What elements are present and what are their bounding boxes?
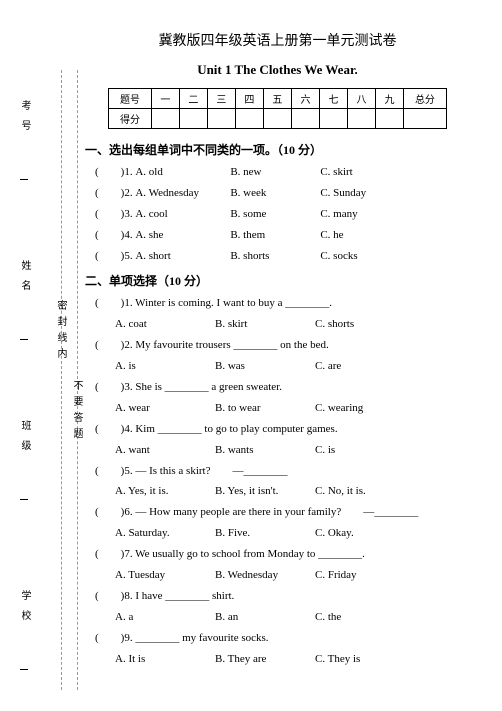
question-stem: ( )9. ________ my favourite socks. [85,628,470,649]
question-stem: ( )4. Kim ________ to go to play compute… [85,419,470,440]
question-options: A. wearB. to wearC. wearing [85,398,470,419]
question-options: A. coatB. skirtC. shorts [85,314,470,335]
label-school: 学校 [17,590,32,670]
question-options: A. Yes, it is.B. Yes, it isn't.C. No, it… [85,481,470,502]
title-english: Unit 1 The Clothes We Wear. [85,62,470,78]
th: 四 [235,89,263,109]
th: 二 [179,89,207,109]
th: 八 [347,89,375,109]
section1-list: ( )1. A. oldB. newC. skirt( )2. A. Wedne… [85,162,470,266]
label-name: 姓名 [17,260,32,340]
label-class: 班级 [17,420,32,500]
question-stem: ( )8. I have ________ shirt. [85,586,470,607]
question-options: A. Saturday.B. Five.C. Okay. [85,523,470,544]
question-stem: ( )1. Winter is coming. I want to buy a … [85,293,470,314]
td: 得分 [109,109,152,129]
question-options: A. aB. anC. the [85,607,470,628]
question-row: ( )2. A. WednesdayB. weekC. Sunday [85,183,470,204]
title-chinese: 冀教版四年级英语上册第一单元测试卷 [85,30,470,50]
th: 题号 [109,89,152,109]
question-stem: ( )7. We usually go to school from Monda… [85,544,470,565]
table-row: 得分 [109,109,447,129]
section2-heading: 二、单项选择（10 分） [85,272,470,289]
th: 三 [207,89,235,109]
question-stem: ( )3. She is ________ a green sweater. [85,377,470,398]
table-row: 题号 一 二 三 四 五 六 七 八 九 总分 [109,89,447,109]
page-content: 冀教版四年级英语上册第一单元测试卷 Unit 1 The Clothes We … [75,20,480,679]
th: 九 [375,89,403,109]
question-stem: ( )6. — How many people are there in you… [85,502,470,523]
question-row: ( )5. A. shortB. shortsC. socks [85,246,470,267]
th: 七 [319,89,347,109]
score-table: 题号 一 二 三 四 五 六 七 八 九 总分 得分 [108,88,447,129]
question-stem: ( )2. My favourite trousers ________ on … [85,335,470,356]
question-options: A. It isB. They areC. They is [85,649,470,670]
question-options: A. isB. wasC. are [85,356,470,377]
th: 总分 [404,89,447,109]
question-options: A. wantB. wantsC. is [85,440,470,461]
label-id: 考号 [17,100,32,180]
question-stem: ( )5. — Is this a skirt? —________ [85,461,470,482]
dash-line-1 [61,70,62,690]
th: 六 [291,89,319,109]
question-row: ( )1. A. oldB. newC. skirt [85,162,470,183]
th: 一 [151,89,179,109]
binding-sidebar: 学校 班级 姓名 考号 密封线内 不要答题 [15,40,70,680]
question-row: ( )3. A. coolB. someC. many [85,204,470,225]
gutter-text-1: 密封线内 [53,300,68,364]
question-options: A. TuesdayB. WednesdayC. Friday [85,565,470,586]
section1-heading: 一、选出每组单词中不同类的一项。（10 分） [85,141,470,158]
section2-list: ( )1. Winter is coming. I want to buy a … [85,293,470,669]
th: 五 [263,89,291,109]
question-row: ( )4. A. sheB. themC. he [85,225,470,246]
